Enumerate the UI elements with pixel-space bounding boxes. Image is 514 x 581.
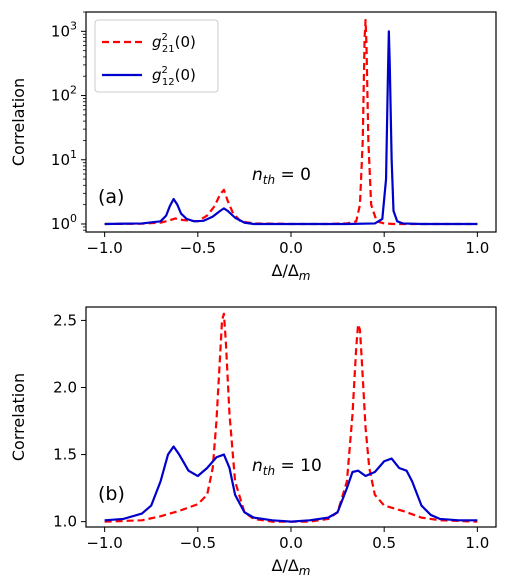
- panel-a-line-g12: [104, 30, 478, 226]
- panel-b-ytick-label: 2.0: [53, 378, 77, 396]
- panel-b-line-g21: [104, 312, 478, 523]
- panel-b-xtick-label: −1.0: [86, 534, 122, 552]
- panel-a-ytick-label: 101: [51, 148, 77, 169]
- panel-b: −1.0 −0.5 0.0 0.5 1.0 1.0 1.5 2.0 2.5 Correlatio…: [9, 306, 497, 578]
- panel-a-ytick-label: 103: [51, 19, 77, 40]
- panel-b-xtick-label: 0.0: [279, 534, 303, 552]
- panel-a-tag: (a): [98, 186, 124, 208]
- legend: g2 21(0) g2 12(0): [94, 19, 219, 93]
- panel-b-annotation: nth = 10: [252, 456, 322, 478]
- panel-a-ytick-label: 102: [51, 84, 77, 105]
- panel-b-xtick-label: 0.5: [372, 534, 396, 552]
- panel-b-frame: [85, 306, 497, 528]
- panel-a: −1.0 −0.5 0.0 0.5 1.0 100 101 102 103 Correlatio…: [9, 11, 497, 283]
- panel-a-xtick-label: −0.5: [180, 239, 216, 257]
- legend-label-g12: g2 12(0): [152, 65, 196, 88]
- panel-a-annotation: nth = 0: [252, 165, 311, 187]
- panel-b-ylabel: Correlation: [9, 373, 28, 461]
- panel-a-xtick-label: 0.0: [279, 239, 303, 257]
- panel-b-xtick-label: −0.5: [180, 534, 216, 552]
- panel-b-line-g12: [104, 445, 478, 523]
- panel-a-xtick-label: 0.5: [372, 239, 396, 257]
- panel-a-xtick-label: 1.0: [465, 239, 489, 257]
- panel-b-ticks: −1.0 −0.5 0.0 0.5 1.0 1.0 1.5 2.0 2.5: [53, 311, 489, 552]
- panel-b-ytick-label: 2.5: [53, 311, 77, 329]
- panel-a-xtick-label: −1.0: [86, 239, 122, 257]
- panel-b-tag: (b): [98, 483, 125, 505]
- panel-a-series: [104, 18, 478, 226]
- panel-a-ticks: −1.0 −0.5 0.0 0.5 1.0 100 101 102 103: [51, 11, 489, 257]
- panel-b-xlabel: Δ/Δm: [272, 556, 311, 578]
- panel-a-ytick-label: 100: [51, 212, 77, 233]
- panel-a-ylabel: Correlation: [9, 78, 28, 166]
- panel-b-ytick-label: 1.5: [53, 446, 77, 464]
- panel-b-ytick-label: 1.0: [53, 513, 77, 531]
- legend-label-g21: g2 21(0): [152, 32, 196, 55]
- panel-a-xlabel: Δ/Δm: [272, 261, 311, 283]
- panel-b-xtick-label: 1.0: [465, 534, 489, 552]
- panel-b-series: [104, 312, 478, 523]
